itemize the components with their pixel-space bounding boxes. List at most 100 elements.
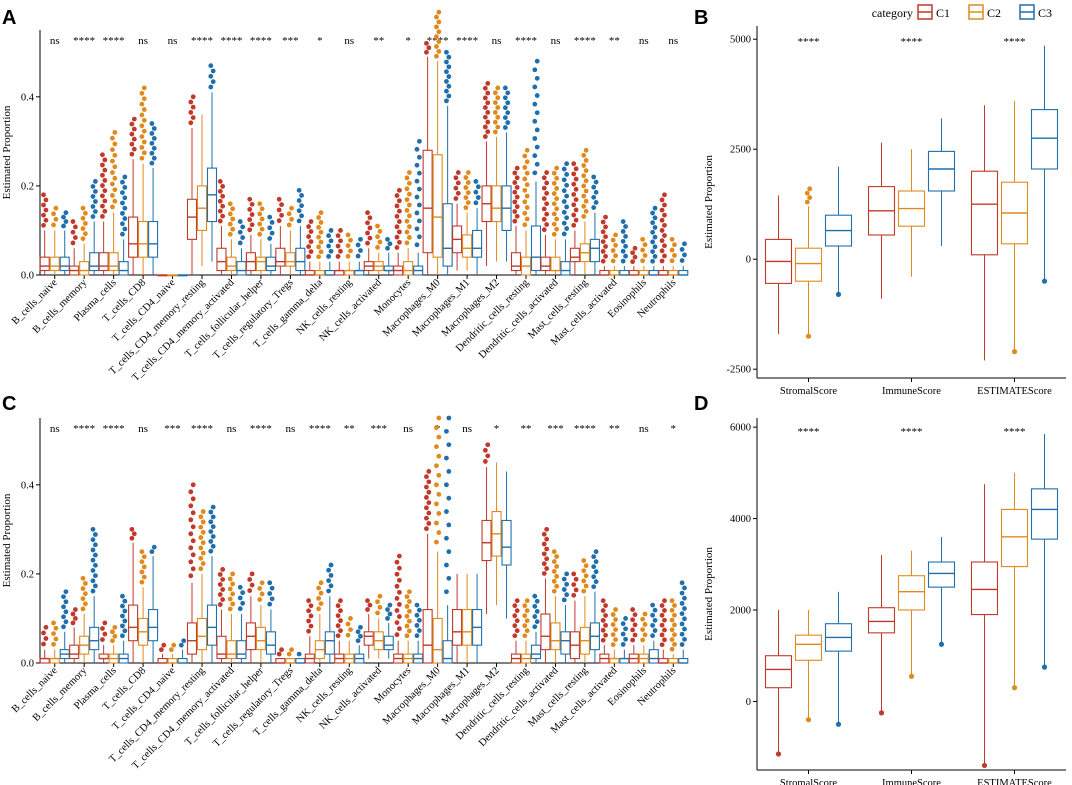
outlier-point [455,190,461,196]
outlier-point [630,607,636,612]
box [432,617,443,664]
box [324,631,335,655]
outlier-point [406,618,412,624]
outlier-point [141,117,147,123]
outlier-point [110,181,115,187]
outlier-point [200,561,206,566]
outlier-point [198,566,204,572]
outlier-point [394,620,400,625]
outlier-point [210,524,216,530]
outlier-point [571,192,577,197]
outlier-point [581,568,587,574]
outlier-point [404,208,410,213]
outlier-point [514,184,520,190]
outlier-point [181,638,187,644]
panel-d-box-c3 [824,591,853,727]
outlier-point [210,514,216,520]
panel-d-y-tick-label: 0 [746,697,751,708]
outlier-point [593,579,599,585]
outlier-point [659,248,665,254]
outlier-point [632,612,638,618]
outlier-point [436,39,442,44]
outlier-point [200,529,206,535]
outlier-point [659,258,665,264]
outlier-point [534,161,540,167]
outlier-point [640,637,646,643]
outlier-point [385,245,390,251]
outlier-point [512,218,518,224]
outlier-point [564,182,570,188]
outlier-point [377,593,383,599]
outlier-point [220,567,226,572]
outlier-point [82,221,88,226]
outlier-point [662,192,667,198]
outlier-point [316,224,322,230]
outlier-point [613,253,618,259]
outlier-point [455,180,461,186]
box [794,634,823,661]
box [927,561,956,588]
panel-a-significance-label: **** [103,35,125,47]
outlier-point [394,234,400,240]
legend-title: category [872,6,913,20]
outlier-point [404,240,410,246]
outlier-point [485,100,491,106]
outlier-point [554,226,560,232]
outlier-point [406,628,412,634]
panel-c-box-c2 [373,593,384,659]
outlier-point [659,207,665,213]
outlier-point [544,170,550,175]
panel-a-box-c2 [255,201,266,275]
outlier-point [151,145,157,151]
outlier-point [534,619,540,625]
outlier-point [318,601,324,607]
outlier-point [227,606,233,612]
panel-c-significance-label: **** [73,423,95,435]
outlier-point [485,129,491,135]
outlier-point [80,596,86,602]
panel-a-box-c3 [413,138,424,276]
panel-b-significance-label: **** [798,36,820,48]
outlier-point [120,231,125,237]
legend-item-c3: C3 [1019,4,1052,20]
outlier-point [878,710,885,716]
outlier-point [669,607,675,613]
box [462,234,473,258]
box [226,640,237,660]
panel-c-box-c3 [383,602,394,659]
outlier-point [640,616,646,622]
outlier-point [190,496,196,502]
outlier-point [414,226,420,232]
outlier-point [561,166,567,172]
outlier-point [564,172,570,177]
outlier-point [640,627,646,632]
outlier-point [679,590,685,596]
outlier-point [208,538,214,544]
outlier-point [623,616,628,621]
outlier-point [444,98,449,104]
panel-letter-a: A [2,7,16,29]
outlier-point [90,214,96,219]
outlier-point [348,237,353,243]
outlier-point [623,626,628,632]
box [285,252,296,267]
panel-c-significance-label: **** [574,423,596,435]
outlier-point [434,425,439,430]
panel-b-x-tick-label: ESTIMATEScore [977,386,1052,397]
outlier-point [367,215,373,221]
outlier-point [230,601,236,607]
outlier-point [541,216,547,222]
outlier-point [561,220,567,226]
outlier-point [338,618,343,624]
outlier-point [554,583,560,589]
outlier-point [414,210,420,216]
outlier-point [367,235,373,241]
panel-a-box-c2 [491,85,502,262]
panel-c-box-c3 [206,504,218,663]
outlier-point [593,549,599,555]
outlier-point [434,482,439,488]
outlier-point [444,455,449,461]
outlier-point [414,623,420,628]
outlier-point [394,583,400,589]
outlier-point [541,551,547,557]
